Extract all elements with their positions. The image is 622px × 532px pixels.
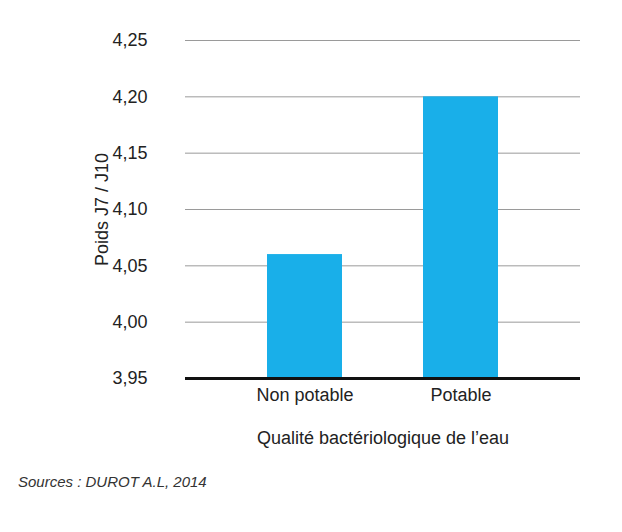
svg-text:Poids J7 / J10: Poids J7 / J10 bbox=[92, 153, 112, 266]
svg-text:4,15: 4,15 bbox=[112, 143, 147, 163]
svg-text:Qualité bactériologique de l’e: Qualité bactériologique de l’eau bbox=[257, 428, 509, 448]
svg-text:4,05: 4,05 bbox=[112, 256, 147, 276]
svg-text:4,10: 4,10 bbox=[112, 199, 147, 219]
svg-text:Potable: Potable bbox=[430, 385, 491, 405]
svg-text:3,95: 3,95 bbox=[112, 368, 147, 388]
svg-text:4,20: 4,20 bbox=[112, 87, 147, 107]
svg-text:4,25: 4,25 bbox=[112, 30, 147, 50]
html-text:Sources : DUROT A.L, 2014: Sources : DUROT A.L, 2014 bbox=[18, 473, 207, 490]
svg-text:Non potable: Non potable bbox=[256, 385, 353, 405]
svg-text:4,00: 4,00 bbox=[112, 312, 147, 332]
